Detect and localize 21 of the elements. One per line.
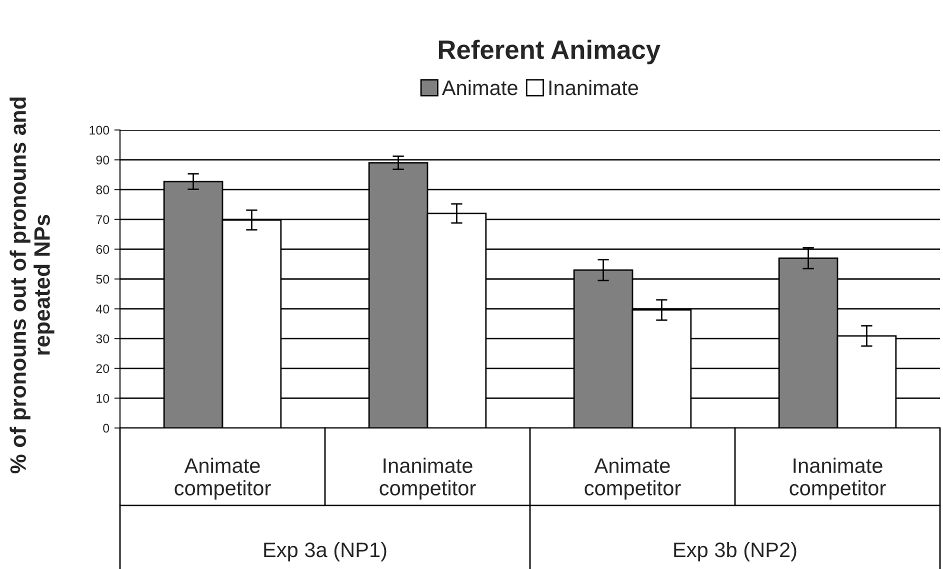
y-tick-label: 90 — [96, 156, 110, 164]
y-tick-label: 30 — [96, 334, 110, 344]
legend-label: Animate — [442, 80, 518, 96]
text: Exp 3a (NP1) — [264, 542, 386, 562]
y-tick-label: 80 — [96, 185, 110, 194]
text: Exp 3b (NP2) — [674, 542, 796, 562]
x-tick-label: Inanimate competitor — [380, 458, 476, 500]
y-tick-label: 40 — [96, 304, 110, 314]
x-tick-label: Animate competitor — [584, 458, 681, 500]
y-tick-label: 0 — [103, 424, 110, 433]
y-tick-label: 70 — [96, 215, 110, 224]
legend-label: Inanimate — [549, 80, 638, 96]
chart-title: Referent Animacy — [438, 40, 660, 64]
y-tick-label: 60 — [96, 245, 110, 254]
y-tick-label: 50 — [96, 274, 110, 284]
x-tick-label: Inanimate competitor — [790, 458, 886, 500]
y-tick-label: 100 — [90, 126, 110, 135]
y-tick-label: 10 — [96, 394, 110, 403]
y-axis-title: % of pronouns out of pronouns and repeated NPs — [10, 98, 54, 474]
x-tick-label: Animate competitor — [174, 458, 271, 500]
y-tick-label: 20 — [96, 364, 110, 374]
